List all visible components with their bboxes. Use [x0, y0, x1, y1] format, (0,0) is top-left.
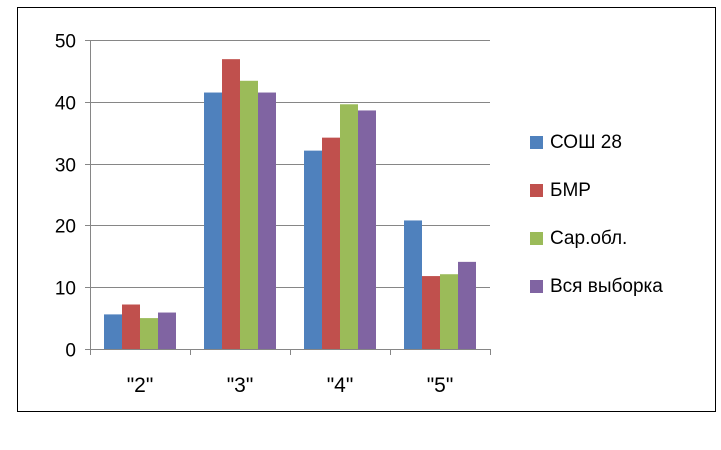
legend-label: БМР	[550, 180, 591, 201]
bar-4-1	[158, 312, 176, 349]
legend-label: Вся выборка	[550, 276, 663, 297]
bar-4-3	[358, 110, 376, 350]
bar-4-4	[458, 261, 476, 349]
legend-swatch	[530, 184, 543, 197]
bar-1-2	[204, 92, 222, 349]
legend: СОШ 28 БМР Сар.обл. Вся выборка	[530, 132, 663, 297]
bar-3-2	[240, 80, 258, 350]
legend-swatch	[530, 136, 543, 149]
bar-3-3	[340, 104, 358, 349]
bar-2-1	[122, 304, 140, 349]
y-tick-label: 10	[55, 279, 76, 300]
bar-3-4	[440, 274, 458, 349]
x-tick-label: "3"	[227, 374, 254, 397]
bar-4-2	[258, 92, 276, 349]
y-tick-label: 30	[55, 156, 76, 177]
x-tick-label: "4"	[327, 374, 354, 397]
bar-2-3	[322, 137, 340, 349]
axes: 0 10 20 30 40 50 "2" "3" "4" "5"	[55, 32, 491, 397]
x-tick-label: "2"	[127, 374, 154, 397]
legend-label: Сар.обл.	[550, 228, 627, 249]
bar-1-3	[304, 150, 322, 349]
y-tick-label: 0	[65, 341, 76, 362]
y-tick-label: 20	[55, 217, 76, 238]
bar-2-2	[222, 59, 240, 350]
legend-label: СОШ 28	[550, 132, 622, 153]
legend-swatch	[530, 232, 543, 245]
bar-1-4	[404, 220, 422, 349]
y-tick-label: 40	[55, 94, 76, 115]
bars	[104, 59, 476, 350]
bar-2-4	[422, 276, 440, 349]
bar-3-1	[140, 318, 158, 349]
bar-1-1	[104, 314, 122, 349]
legend-swatch	[530, 280, 543, 293]
y-tick-label: 50	[55, 32, 76, 53]
x-tick-label: "5"	[427, 374, 454, 397]
